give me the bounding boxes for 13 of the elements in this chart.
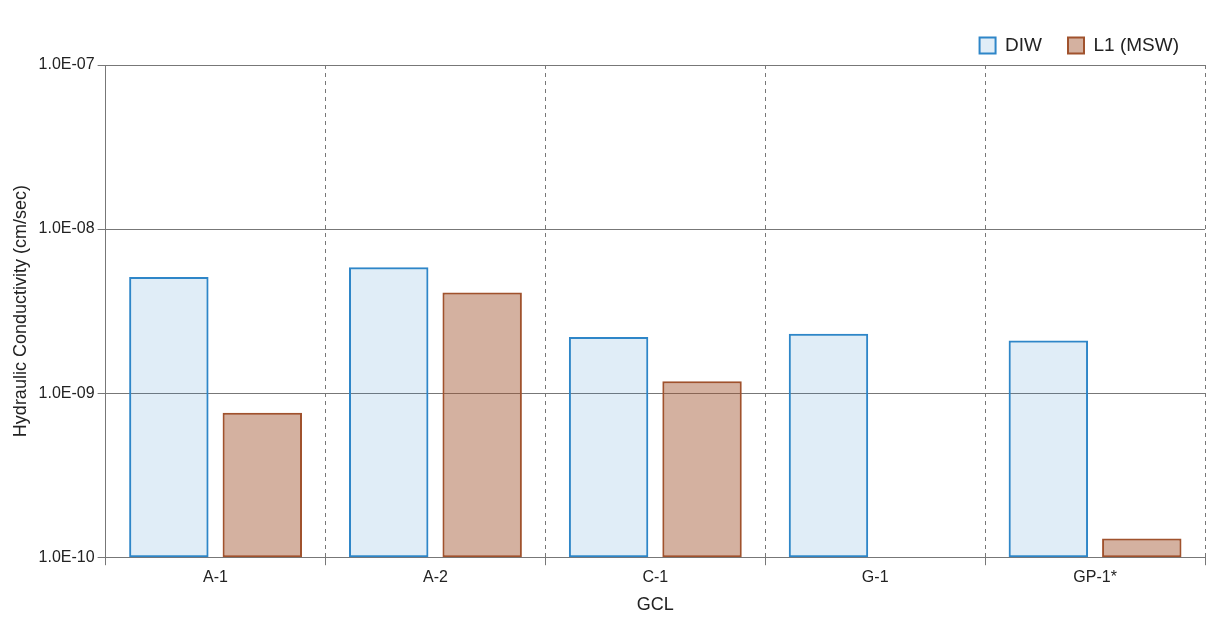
y-axis-title: Hydraulic Conductivity (cm/sec): [9, 185, 30, 438]
x-tick-label: GP-1*: [1073, 568, 1117, 586]
x-tick-label: C-1: [642, 568, 669, 586]
y-tick-label: 1.0E-10: [38, 547, 95, 565]
x-axis-title: GCL: [636, 594, 674, 615]
y-tick-label: 1.0E-07: [38, 55, 95, 73]
legend-label: DIW: [1005, 33, 1043, 55]
y-tick-label: 1.0E-08: [38, 219, 95, 237]
x-tick-label: A-2: [422, 568, 448, 586]
y-tick-label: 1.0E-09: [38, 383, 95, 401]
x-tick-label: G-1: [861, 568, 889, 586]
x-tick-label: A-1: [203, 568, 229, 586]
legend-label: L1 (MSW): [1093, 33, 1179, 55]
